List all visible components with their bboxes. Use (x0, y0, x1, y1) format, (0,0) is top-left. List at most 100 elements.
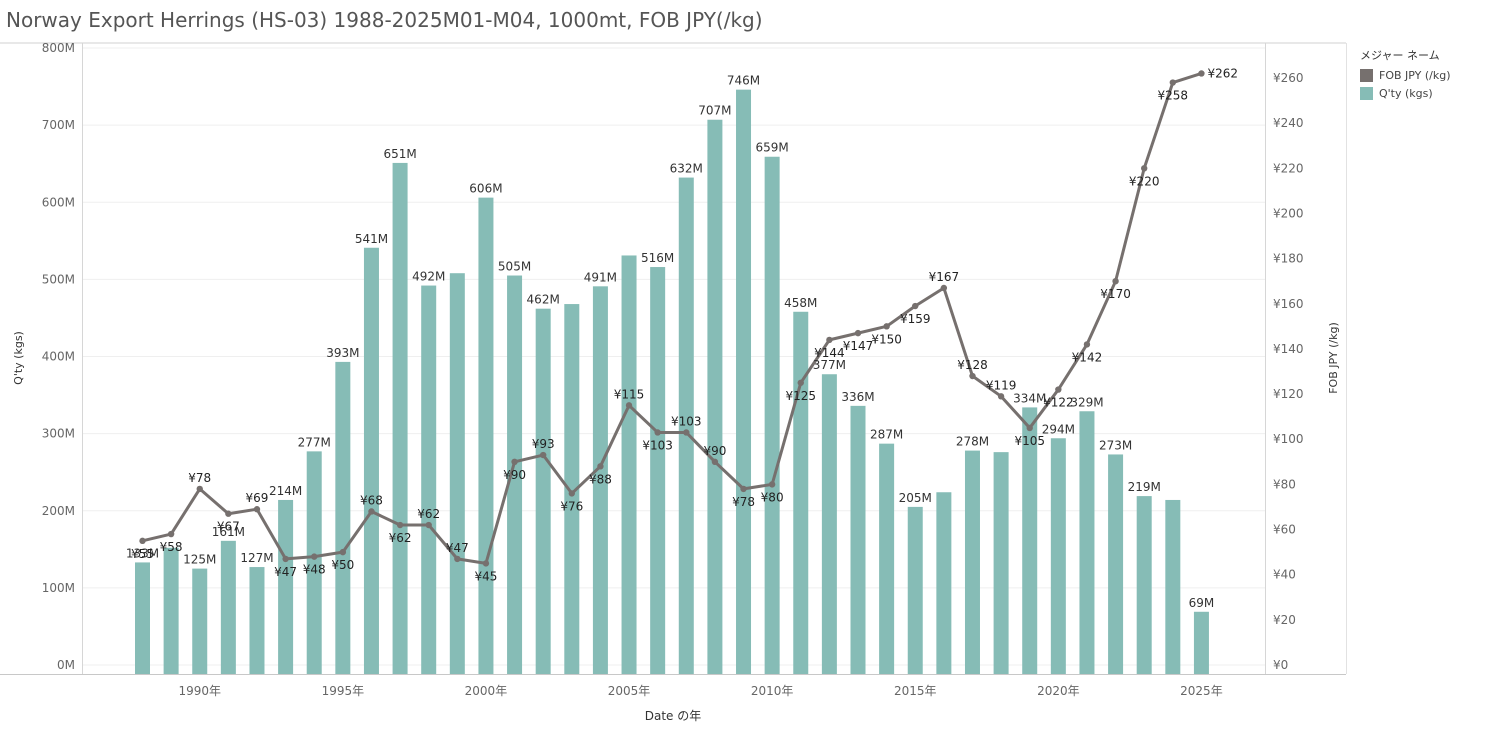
qty-bar (1165, 499, 1181, 674)
price-point (1055, 386, 1062, 393)
price-point (339, 548, 347, 556)
price-line (139, 70, 1205, 567)
y-right-tick-label: ¥60 (1273, 523, 1296, 537)
y-left-tick-label: 200M (42, 504, 75, 518)
x-tick-label: 2005年 (608, 684, 651, 698)
qty-bar (478, 197, 494, 674)
qty-data-label: 287M (870, 428, 903, 442)
price-data-label: ¥62 (389, 531, 412, 545)
y-right-tick-label: ¥20 (1273, 613, 1296, 627)
qty-data-label: 377M (813, 358, 846, 372)
qty-bar (764, 156, 780, 675)
price-data-label: ¥105 (1014, 434, 1045, 448)
legend-item-qty[interactable]: Q'ty (kgs) (1360, 87, 1451, 100)
qty-data-label: 516M (641, 251, 674, 265)
y-left-tick-label: 800M (42, 41, 75, 55)
x-tick-label: 2015年 (894, 684, 937, 698)
y-right-tick-label: ¥100 (1273, 432, 1304, 446)
price-data-label: ¥55 (131, 547, 154, 561)
price-point (969, 372, 976, 380)
price-data-label: ¥80 (761, 490, 784, 504)
qty-bar (821, 374, 837, 674)
qty-bar (306, 451, 322, 674)
qty-data-label: 393M (326, 346, 359, 360)
price-point (139, 537, 146, 545)
price-point (997, 393, 1005, 400)
x-tick-label: 2020年 (1037, 684, 1080, 698)
qty-data-label: 336M (841, 390, 874, 404)
qty-bar (1193, 611, 1209, 674)
qty-bar (535, 308, 551, 674)
qty-bar (879, 443, 895, 674)
price-point (1112, 277, 1119, 285)
price-point (940, 284, 948, 292)
price-data-label: ¥258 (1158, 89, 1189, 103)
x-tick-label: 1995年 (322, 684, 365, 698)
price-point (768, 481, 776, 488)
qty-data-label: 161M (212, 525, 245, 539)
price-point (683, 429, 690, 436)
qty-data-label: 277M (298, 435, 331, 449)
x-tick-label: 1990年 (178, 684, 221, 698)
y-axis-right-label: FOB JPY (/kg) (1327, 322, 1340, 394)
price-data-label: ¥90 (703, 444, 726, 458)
y-right-tick-label: ¥120 (1273, 387, 1304, 401)
legend-swatch-qty (1360, 87, 1373, 100)
qty-bar (993, 452, 1009, 674)
price-point (625, 402, 633, 409)
price-point (368, 508, 375, 515)
qty-bar (220, 540, 236, 674)
price-data-label: ¥103 (671, 414, 702, 428)
qty-bar (163, 547, 179, 674)
price-point (482, 560, 490, 567)
price-point (511, 458, 518, 466)
legend-swatch-price (1360, 69, 1373, 82)
y-left-tick-label: 600M (42, 195, 75, 209)
y-left-tick-label: 700M (42, 118, 75, 132)
qty-bar (1050, 438, 1066, 674)
qty-data-label: 214M (269, 484, 302, 498)
price-point (740, 485, 747, 493)
qty-data-label: 541M (355, 232, 388, 246)
qty-data-label: 491M (584, 270, 617, 284)
price-data-label: ¥144 (814, 346, 845, 360)
price-data-label: ¥170 (1100, 287, 1131, 301)
price-data-label: ¥122 (1043, 396, 1074, 410)
price-point (912, 302, 919, 310)
price-data-label: ¥47 (446, 541, 469, 555)
y-right-tick-label: ¥260 (1273, 71, 1304, 85)
price-data-label: ¥119 (986, 378, 1017, 392)
y-left-tick-label: 0M (57, 658, 75, 672)
price-point (1026, 424, 1033, 432)
qty-bar (392, 162, 408, 674)
y-right-tick-label: ¥80 (1273, 477, 1296, 491)
price-data-label: ¥48 (303, 563, 326, 577)
qty-data-label: 492M (412, 270, 445, 284)
qty-data-label: 606M (469, 182, 502, 196)
y-right-tick-label: ¥180 (1273, 252, 1304, 266)
qty-bar (1108, 454, 1124, 674)
qty-bar (793, 311, 809, 674)
price-point (225, 510, 232, 517)
qty-bar (707, 119, 723, 674)
x-tick-label: 2010年 (751, 684, 794, 698)
qty-data-label: 69M (1189, 596, 1215, 610)
x-tick-label: 2025年 (1180, 684, 1223, 698)
y-left-tick-label: 500M (42, 272, 75, 286)
price-data-label: ¥78 (732, 495, 755, 509)
qty-bar (936, 492, 952, 674)
qty-data-label: 659M (756, 141, 789, 155)
price-data-label: ¥67 (217, 520, 240, 534)
qty-data-label: 127M (240, 551, 273, 565)
price-point (711, 458, 719, 466)
price-point (854, 329, 862, 337)
price-point (1141, 165, 1148, 172)
legend-item-price[interactable]: FOB JPY (/kg) (1360, 69, 1451, 82)
price-data-label: ¥47 (274, 565, 297, 579)
y-left-tick-label: 400M (42, 350, 75, 364)
price-data-label: ¥45 (474, 569, 497, 583)
qty-data-label: 329M (1070, 395, 1103, 409)
price-point (1198, 70, 1205, 77)
price-point (196, 485, 203, 493)
